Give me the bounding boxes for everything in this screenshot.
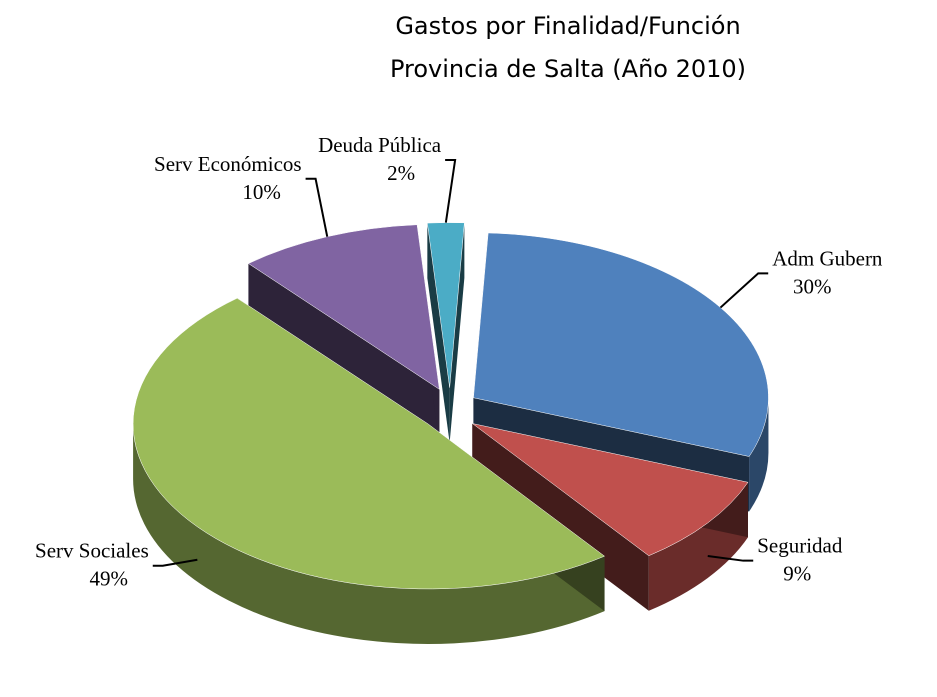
slice-face (472, 423, 649, 611)
slice-side (749, 397, 769, 512)
slice-face (449, 222, 465, 443)
slice-value-label: 9% (783, 562, 811, 586)
slice-label: Seguridad (757, 534, 843, 558)
slice-face (248, 263, 440, 445)
leader-line (707, 554, 754, 562)
slice-label: Serv Sociales (35, 539, 149, 563)
slice-label: Adm Gubern (772, 246, 883, 270)
leader-line (719, 272, 769, 309)
slice-value-label: 10% (242, 180, 281, 204)
slice-side (133, 423, 605, 644)
slice-value-label: 30% (793, 274, 832, 298)
chart-title: Gastos por Finalidad/Función (395, 12, 740, 40)
leader-line (444, 159, 457, 223)
slice-face (427, 223, 450, 443)
slice-label: Serv Económicos (154, 152, 302, 176)
slice (473, 232, 769, 457)
slices (132, 222, 769, 590)
slice (132, 297, 606, 590)
chart-subtitle: Provincia de Salta (Año 2010) (390, 55, 746, 83)
slice (247, 224, 440, 390)
slice-value-label: 49% (90, 567, 129, 591)
slice (472, 423, 749, 557)
leader-line (152, 558, 198, 567)
leader-line (305, 177, 329, 237)
slice-label: Deuda Pública (318, 133, 442, 157)
slice-value-label: 2% (387, 161, 415, 185)
